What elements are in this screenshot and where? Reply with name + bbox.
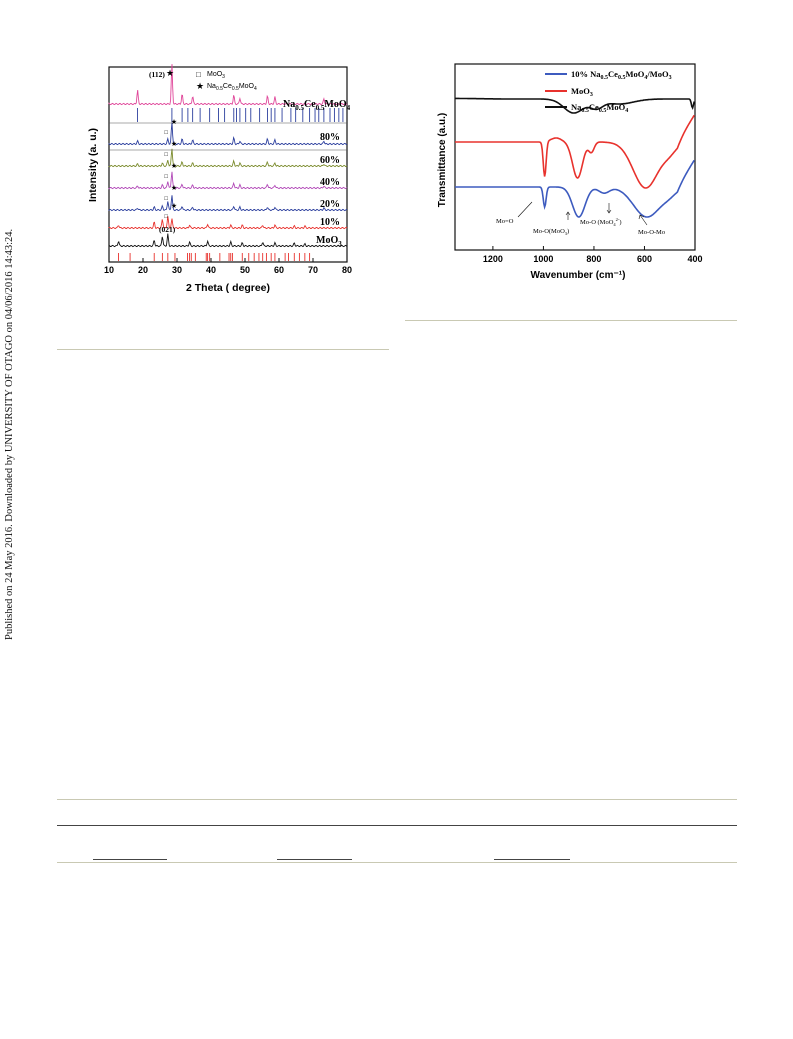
xrd-pattern-MoO3 (108, 233, 348, 248)
xrd-legend-nacemoo: Na0.5Ce0.5MoO4 (207, 83, 257, 92)
ftir-y-axis-label: Transmittance (a.u.) (437, 113, 448, 207)
ftir-curve-composite (455, 159, 695, 218)
ftir-band-mo-o-double: Mo=O (496, 218, 514, 225)
xrd-x-tick-label: 40 (206, 265, 216, 275)
rule-table-subhead-1 (93, 859, 167, 860)
ftir-legend-composite: 10% Na0.5Ce0.5MoO4/MoO3 (571, 69, 672, 81)
rule-left-figure (57, 349, 389, 350)
xrd-star-marker: ★ (171, 184, 177, 192)
xrd-x-tick-label: 60 (274, 265, 284, 275)
ftir-band-mo-o-moo3: Mo-O(MoO3) (533, 228, 569, 236)
rule-table-top (57, 799, 737, 800)
xrd-star-marker: ★ (171, 162, 177, 170)
xrd-label-60: 60% (320, 155, 340, 166)
rule-right-figure (405, 320, 737, 321)
xrd-label-80: 80% (320, 132, 340, 143)
xrd-pattern-10% (108, 215, 348, 230)
ftir-x-tick-label: 1200 (483, 254, 503, 264)
ftir-arrow-2 (565, 211, 571, 220)
xrd-peak-021-label: (021) (159, 225, 176, 234)
xrd-label-20: 20% (320, 199, 340, 210)
xrd-x-tick-label: 30 (172, 265, 182, 275)
rule-table-header (57, 825, 737, 826)
xrd-pattern-Na0.5Ce0.5MoO4 (108, 64, 348, 106)
xrd-pattern-80% (108, 122, 347, 146)
xrd-plot-frame (108, 66, 348, 263)
ftir-curve-moo3 (455, 114, 695, 189)
ftir-x-tick-label: 800 (586, 254, 601, 264)
ftir-x-axis-label: Wavenumber (cm⁻¹) (531, 270, 626, 281)
ftir-chart: Transmittance (a.u.) Wavenumber (cm⁻¹) 1… (437, 63, 703, 281)
xrd-y-axis-label: Intensity (a. u.) (87, 128, 99, 202)
xrd-square-marker: □ (164, 196, 168, 202)
ftir-arrow-3 (606, 203, 612, 214)
ftir-arrow-4 (638, 214, 648, 226)
xrd-legend-moo3-marker: □ (196, 70, 201, 79)
xrd-square-marker: □ (164, 214, 168, 220)
xrd-star-marker: ★ (171, 140, 177, 148)
xrd-label-nacemoo: Na0.5Ce0.5MoO4 (283, 99, 351, 112)
rule-table-subhead-3 (494, 859, 570, 860)
ftir-x-tick-label: 600 (637, 254, 652, 264)
xrd-square-marker: □ (164, 152, 168, 158)
xrd-label-40: 40% (320, 177, 340, 188)
ftir-arrow-1 (517, 201, 533, 218)
xrd-pattern-40% (108, 171, 348, 190)
xrd-x-tick-label: 80 (342, 265, 352, 275)
xrd-label-10: 10% (320, 217, 340, 228)
xrd-pattern-20% (108, 195, 347, 212)
ftir-legend-moo3: MoO3 (571, 86, 593, 98)
xrd-legend-nacemoo-marker: ★ (196, 81, 204, 91)
xrd-peak-112-star: ★ (166, 68, 174, 78)
ftir-plot-frame (454, 63, 696, 251)
ftir-x-tick-label: 1000 (533, 254, 553, 264)
xrd-x-tick-label: 50 (240, 265, 250, 275)
ftir-band-mo-o-moo4: Mo-O (MoO42-) (580, 217, 622, 227)
xrd-x-tick-label: 70 (308, 265, 318, 275)
rule-table-bottom (57, 862, 737, 863)
xrd-star-marker: ★ (171, 118, 177, 126)
xrd-x-tick-label: 20 (138, 265, 148, 275)
xrd-x-tick-label: 10 (104, 265, 114, 275)
download-notice: Published on 24 May 2016. Downloaded by … (2, 210, 18, 650)
xrd-star-marker: ★ (171, 202, 177, 210)
xrd-square-marker: □ (164, 130, 168, 136)
xrd-label-moo3: MoO3 (316, 235, 342, 248)
xrd-x-axis-label: 2 Theta ( degree) (186, 282, 270, 294)
xrd-pattern-60% (108, 148, 348, 168)
ftir-curve-nacemoo (455, 97, 695, 114)
ftir-legend-nacemoo: Na0.5Ce0.5MoO4 (571, 102, 628, 114)
download-notice-text: Published on 24 May 2016. Downloaded by … (4, 228, 15, 640)
ftir-band-mo-o-mo: Mo-O-Mo (638, 229, 665, 236)
rule-table-subhead-2 (277, 859, 352, 860)
ftir-marks: 1200 1000 800 600 400 (455, 97, 703, 264)
xrd-chart: Intensity (a. u.) 2 Theta ( degree) 10 20… (87, 64, 352, 294)
xrd-marks: 10 20 30 40 50 60 70 80★□★□★□★□★□ (104, 64, 352, 275)
xrd-square-marker: □ (164, 174, 168, 180)
ftir-x-tick-label: 400 (687, 254, 702, 264)
xrd-peak-112-label: (112) (149, 70, 165, 79)
xrd-legend-moo3: MoO3 (207, 71, 225, 80)
